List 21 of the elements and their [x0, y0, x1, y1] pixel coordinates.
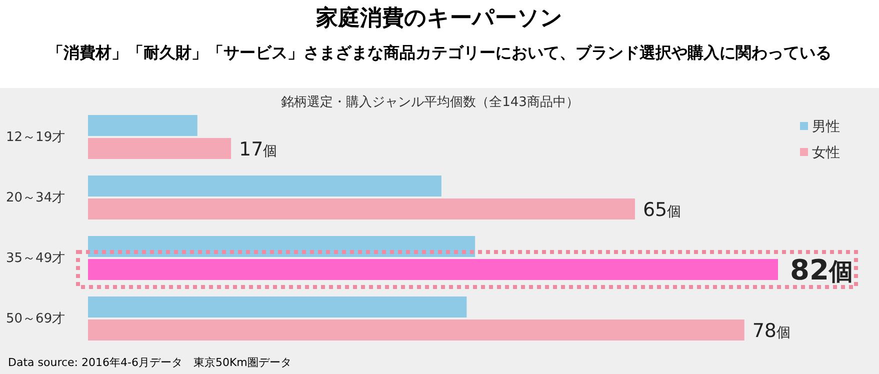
source-note: Data source: 2016年4-6月データ 東京50Km圏データ: [8, 356, 292, 369]
data-label: 65個: [642, 199, 682, 221]
data-label: 17個: [239, 138, 278, 160]
chart-subtitle: 「消費材」「耐久財」「サービス」さまざまな商品カテゴリーにおいて、ブランド選択や購入に関わっている: [48, 43, 832, 62]
y-tick-label: 12～19才: [6, 130, 66, 145]
data-label: 82個: [790, 254, 853, 286]
y-tick-label: 20～34才: [6, 190, 66, 206]
bar: [88, 320, 744, 340]
legend-label: 男性: [812, 119, 840, 135]
chart-title: 家庭消費のキーパーソン: [315, 5, 563, 31]
y-tick-label: 50～69才: [6, 312, 66, 326]
bar: [88, 198, 635, 220]
bar: [88, 176, 442, 196]
y-tick-label: 35～49才: [6, 251, 66, 266]
bar: [88, 115, 198, 136]
bar: [88, 296, 467, 318]
bar: [88, 236, 476, 257]
data-label: 78個: [752, 320, 791, 342]
legend-label: 女性: [812, 145, 840, 161]
bar: [88, 138, 232, 159]
annotation: 銘柄選定・購入ジャンル平均個数（全143商品中）: [281, 95, 579, 110]
